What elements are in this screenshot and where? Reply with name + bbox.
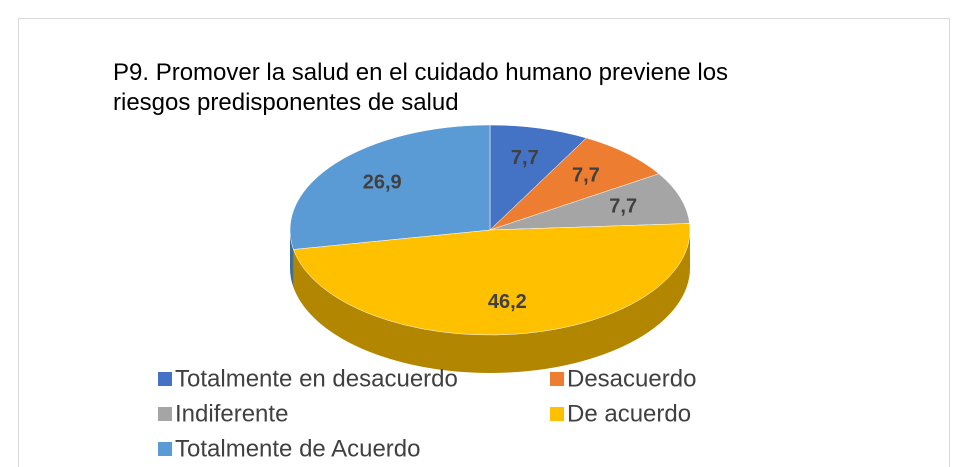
pie-slice [489,124,587,231]
data-label: 7,7 [572,165,600,187]
legend-label: Totalmente de Acuerdo [175,435,421,462]
legend-label: Totalmente en desacuerdo [175,365,458,392]
data-label: 7,7 [511,147,539,169]
legend-swatch [550,372,564,386]
chart-title: P9. Promover la salud en el cuidado huma… [113,59,729,116]
legend-swatch [158,372,172,386]
legend-swatch [550,407,564,421]
data-label: 46,2 [488,291,527,313]
legend-label: Indiferente [175,400,288,427]
pie-slice [293,223,691,336]
pie-side [293,230,690,373]
pie-slice [489,173,690,231]
pie-side [290,230,294,288]
legend-label: De acuerdo [567,400,691,427]
legend-swatch [158,442,172,456]
data-label: 26,9 [363,171,402,193]
pie-slice [489,137,660,231]
data-label: 7,7 [609,196,637,218]
legend-swatch [158,407,172,421]
pie-slice [289,124,491,250]
legend-label: Desacuerdo [567,365,696,392]
